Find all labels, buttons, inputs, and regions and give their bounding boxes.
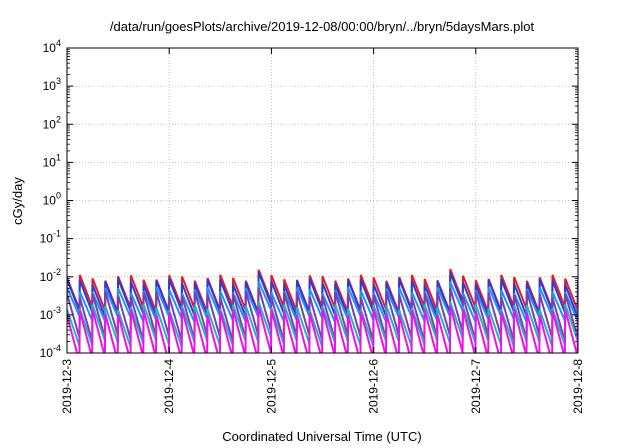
y-tick-exponent: -1 [53,229,61,239]
y-tick-base: 10 [43,155,57,169]
y-tick-label: 104 [43,38,61,55]
y-tick-label: 103 [43,76,61,93]
x-tick-label: 2019-12-4 [162,359,176,414]
series-group [67,268,578,353]
chart-title: /data/run/goesPlots/archive/2019-12-08/0… [110,19,535,34]
y-tick-exponent: -2 [53,267,61,277]
y-tick-exponent: -3 [53,305,61,315]
y-tick-label: 10-1 [40,229,61,246]
x-tick-label: 2019-12-5 [264,359,278,414]
series-line [67,272,578,317]
y-tick-exponent: 2 [56,114,61,124]
x-axis-title: Coordinated Universal Time (UTC) [222,429,421,444]
y-tick-label: 10-3 [40,305,61,322]
y-tick-label: 10-2 [40,267,61,284]
x-tick-label: 2019-12-8 [571,359,585,414]
series-line [67,305,578,353]
y-tick-label: 102 [43,114,61,131]
y-tick-base: 10 [43,117,57,131]
y-tick-base: 10 [43,194,57,208]
y-axis-title: cGy/day [10,177,25,225]
y-tick-base: 10 [40,270,54,284]
x-tick-labels: 2019-12-3 2019-12-4 2019-12-5 2019-12-6 2019… [60,359,585,414]
y-tick-exponent: 0 [56,191,61,201]
y-tick-label: 100 [43,191,61,208]
tick-marks [66,47,579,354]
y-tick-exponent: 1 [56,152,61,162]
y-tick-label: 101 [43,152,61,169]
y-tick-base: 10 [40,232,54,246]
y-tick-base: 10 [40,308,54,322]
series-line [67,280,578,323]
y-tick-base: 10 [40,346,54,360]
series-line [67,268,578,313]
x-tick-label: 2019-12-6 [367,359,381,414]
x-tick-label: 2019-12-7 [469,359,483,414]
y-tick-base: 10 [43,79,57,93]
y-tick-label: 10-4 [40,343,61,360]
series-line [67,287,578,342]
y-tick-exponent: 4 [56,38,61,48]
y-tick-exponent: 3 [56,76,61,86]
y-tick-base: 10 [43,41,57,55]
x-tick-label: 2019-12-3 [60,359,74,414]
y-tick-exponent: -4 [53,343,61,353]
